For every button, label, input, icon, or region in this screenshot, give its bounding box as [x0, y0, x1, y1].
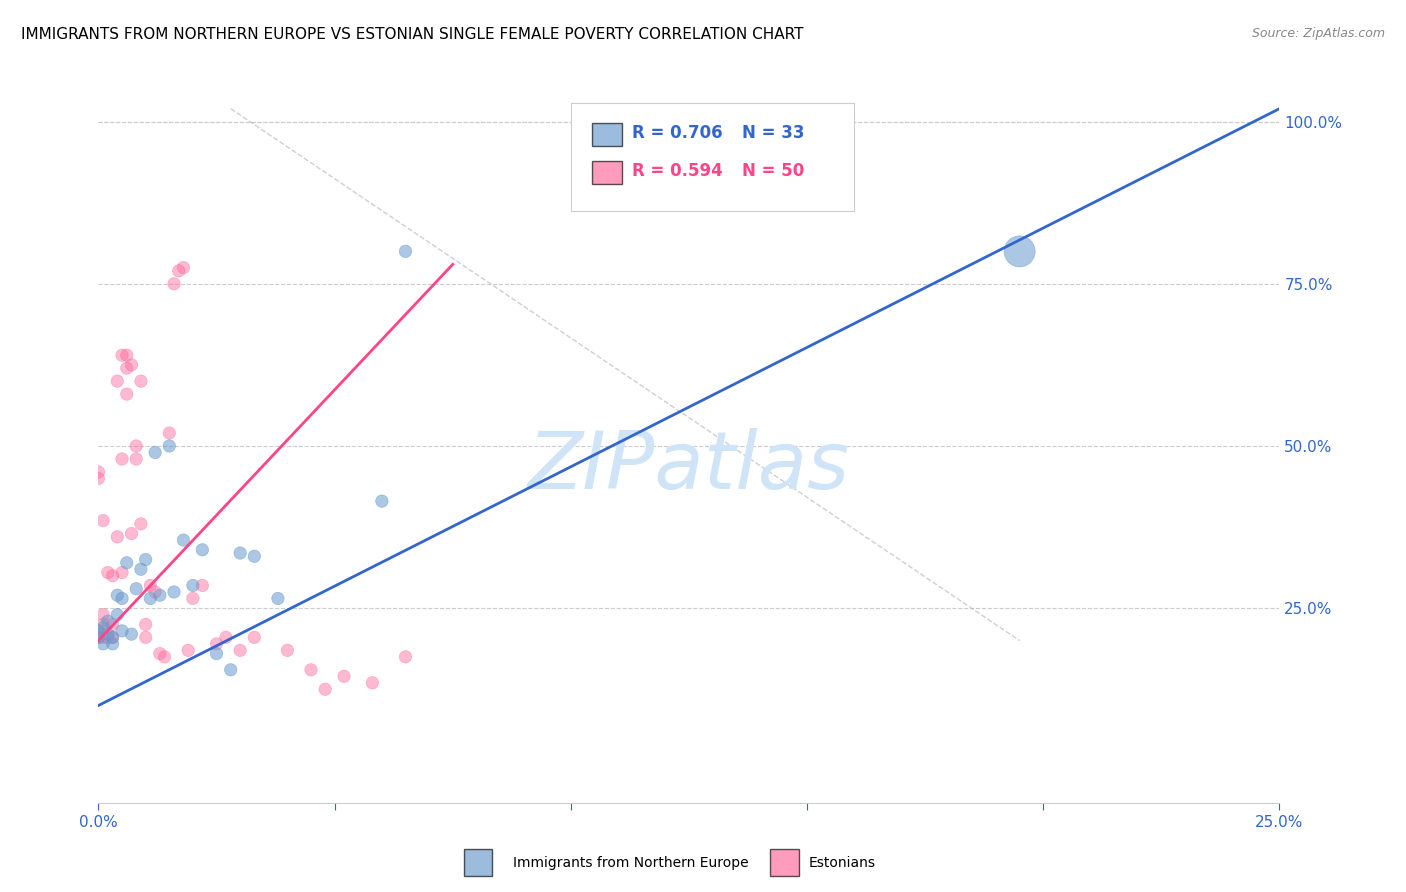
- Point: [105, 588, 128, 602]
- Point: [191, 578, 214, 592]
- Point: [121, 627, 143, 641]
- Point: [181, 578, 204, 592]
- Point: [87, 471, 110, 485]
- Point: [205, 637, 228, 651]
- Point: [205, 647, 228, 661]
- Point: [157, 439, 180, 453]
- Point: [139, 578, 162, 592]
- Text: ZIPatlas: ZIPatlas: [527, 428, 851, 507]
- Point: [97, 566, 120, 580]
- Point: [111, 624, 134, 638]
- Point: [111, 591, 134, 606]
- Point: [101, 568, 124, 582]
- Point: [101, 631, 124, 645]
- Text: N = 50: N = 50: [742, 162, 804, 180]
- Point: [163, 277, 186, 291]
- Point: [215, 631, 238, 645]
- Point: [229, 546, 252, 560]
- Point: [243, 631, 266, 645]
- Point: [101, 617, 124, 632]
- Point: [394, 649, 416, 664]
- Point: [125, 582, 148, 596]
- Point: [163, 585, 186, 599]
- Point: [115, 556, 138, 570]
- Point: [149, 588, 172, 602]
- Point: [97, 631, 120, 645]
- Point: [219, 663, 242, 677]
- Point: [135, 631, 157, 645]
- FancyBboxPatch shape: [571, 103, 855, 211]
- Point: [333, 669, 356, 683]
- Point: [125, 439, 148, 453]
- Point: [143, 445, 166, 459]
- Point: [101, 631, 124, 645]
- Point: [229, 643, 252, 657]
- Point: [87, 631, 110, 645]
- Point: [299, 663, 322, 677]
- FancyBboxPatch shape: [770, 849, 799, 876]
- Point: [91, 617, 114, 632]
- Point: [314, 682, 336, 697]
- Point: [149, 647, 172, 661]
- Point: [129, 516, 152, 531]
- Point: [172, 260, 194, 275]
- Text: IMMIGRANTS FROM NORTHERN EUROPE VS ESTONIAN SINGLE FEMALE POVERTY CORRELATION CH: IMMIGRANTS FROM NORTHERN EUROPE VS ESTON…: [21, 27, 804, 42]
- Point: [121, 358, 143, 372]
- Point: [121, 526, 143, 541]
- Point: [172, 533, 194, 547]
- Point: [157, 425, 180, 440]
- Point: [115, 387, 138, 401]
- Point: [87, 631, 110, 645]
- Point: [115, 361, 138, 376]
- Point: [91, 637, 114, 651]
- Point: [87, 624, 110, 638]
- Point: [276, 643, 298, 657]
- FancyBboxPatch shape: [592, 161, 621, 184]
- Point: [105, 607, 128, 622]
- Point: [115, 348, 138, 362]
- Point: [243, 549, 266, 564]
- Point: [267, 591, 290, 606]
- Point: [111, 348, 134, 362]
- Point: [394, 244, 416, 259]
- Point: [371, 494, 394, 508]
- Point: [97, 614, 120, 628]
- Point: [1008, 244, 1031, 259]
- Point: [181, 591, 204, 606]
- Point: [101, 637, 124, 651]
- Point: [87, 465, 110, 479]
- FancyBboxPatch shape: [592, 123, 621, 146]
- Point: [125, 452, 148, 467]
- Point: [97, 627, 120, 641]
- Point: [91, 607, 114, 622]
- Point: [139, 591, 162, 606]
- Point: [91, 621, 114, 635]
- Point: [111, 452, 134, 467]
- Point: [143, 585, 166, 599]
- Point: [361, 675, 384, 690]
- Point: [135, 617, 157, 632]
- Text: Estonians: Estonians: [808, 856, 876, 871]
- Point: [135, 552, 157, 566]
- Point: [129, 562, 152, 576]
- Point: [153, 649, 176, 664]
- Point: [91, 514, 114, 528]
- Point: [167, 264, 190, 278]
- Point: [177, 643, 200, 657]
- FancyBboxPatch shape: [464, 849, 492, 876]
- Text: Immigrants from Northern Europe: Immigrants from Northern Europe: [513, 856, 749, 871]
- Point: [129, 374, 152, 388]
- Text: N = 33: N = 33: [742, 125, 804, 143]
- Point: [91, 631, 114, 645]
- Text: R = 0.594: R = 0.594: [633, 162, 723, 180]
- Point: [87, 624, 110, 638]
- Text: R = 0.706: R = 0.706: [633, 125, 723, 143]
- Point: [111, 566, 134, 580]
- Point: [191, 542, 214, 557]
- Text: Source: ZipAtlas.com: Source: ZipAtlas.com: [1251, 27, 1385, 40]
- Point: [105, 374, 128, 388]
- Point: [105, 530, 128, 544]
